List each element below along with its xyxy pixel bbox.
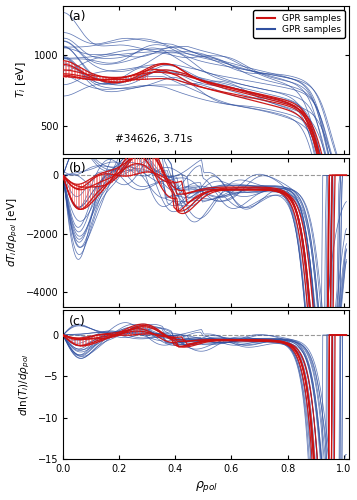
Y-axis label: $d\ln(T_i)/d\rho_{pol}$: $d\ln(T_i)/d\rho_{pol}$ bbox=[18, 354, 32, 416]
Text: (c): (c) bbox=[69, 314, 86, 328]
Text: (b): (b) bbox=[69, 162, 86, 175]
Y-axis label: $T_i$ [eV]: $T_i$ [eV] bbox=[14, 62, 28, 98]
Text: (a): (a) bbox=[69, 10, 86, 23]
X-axis label: $\rho_{pol}$: $\rho_{pol}$ bbox=[195, 480, 218, 494]
Text: #34626, 3.71s: #34626, 3.71s bbox=[115, 134, 192, 144]
Y-axis label: $dT_i/d\rho_{pol}$ [eV]: $dT_i/d\rho_{pol}$ [eV] bbox=[6, 198, 20, 267]
Legend: GPR samples, GPR samples: GPR samples, GPR samples bbox=[253, 10, 345, 38]
